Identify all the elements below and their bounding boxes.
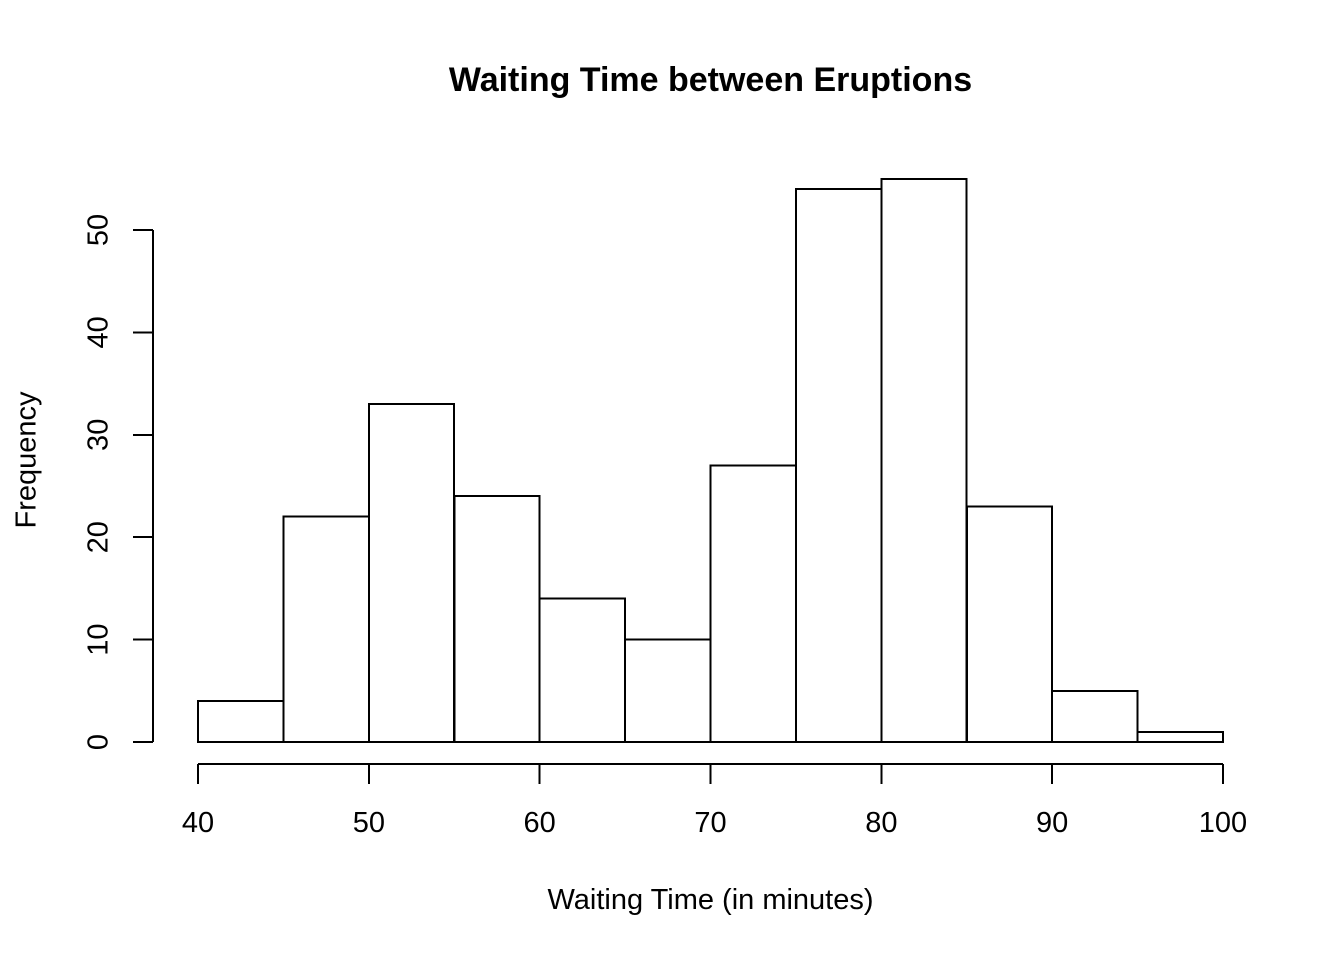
x-tick-label: 90: [1036, 807, 1068, 839]
y-tick-label: 40: [83, 316, 115, 348]
histogram-bar: [453, 495, 541, 744]
histogram-bar: [709, 464, 797, 743]
histogram-bar: [282, 515, 370, 744]
histogram-bar: [965, 505, 1054, 743]
histogram-bar: [624, 638, 712, 743]
histogram-bar: [197, 700, 285, 743]
histogram-bar: [880, 177, 968, 744]
histogram-bar: [794, 188, 883, 743]
x-tick-label: 50: [353, 807, 385, 839]
x-tick-label: 70: [694, 807, 726, 839]
y-tick-label: 0: [83, 734, 115, 750]
y-tick-label: 30: [83, 419, 115, 451]
histogram-bar: [367, 403, 456, 743]
y-tick-label: 50: [83, 214, 115, 246]
chart-title: Waiting Time between Eruptions: [448, 61, 973, 99]
histogram-bar: [538, 597, 627, 743]
x-axis-label: Waiting Time (in minutes): [547, 884, 874, 916]
x-tick-label: 80: [865, 807, 897, 839]
y-tick-label: 10: [83, 623, 115, 655]
x-tick-label: 100: [1199, 807, 1247, 839]
histogram-bar: [1136, 730, 1224, 743]
histogram-bar: [1051, 689, 1139, 743]
x-tick-label: 40: [182, 807, 214, 839]
x-tick-label: 60: [524, 807, 556, 839]
y-tick-label: 20: [83, 521, 115, 553]
